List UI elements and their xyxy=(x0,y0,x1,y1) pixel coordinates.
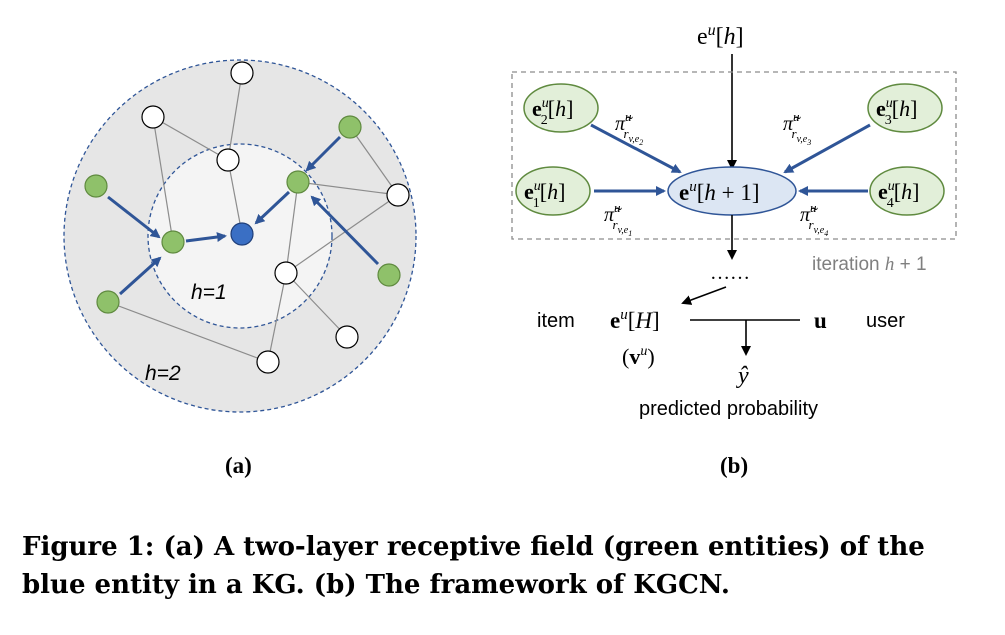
kg-edges xyxy=(107,72,399,363)
user-vector: u xyxy=(814,308,827,333)
h2-label: h=2 xyxy=(145,362,181,385)
blue-target-node xyxy=(230,222,254,246)
green-node xyxy=(377,263,401,287)
iteration-label: iteration h + 1 xyxy=(812,254,927,275)
panel-b: eu[h] iteration h + 1 eu 2[h] eu 1[h] eu 3[… xyxy=(511,22,957,478)
panel-a-label: (a) xyxy=(225,453,252,478)
green-node xyxy=(286,170,310,194)
center-node-label: eu[h + 1] xyxy=(679,179,760,205)
output-label: predicted probability xyxy=(639,398,818,420)
green-node xyxy=(96,290,120,314)
dots: …… xyxy=(710,262,750,284)
item-label: item xyxy=(537,310,575,332)
neighbor-node-e1 xyxy=(515,166,591,216)
item-vector: eu[H] xyxy=(610,307,660,333)
input-embedding-label: eu[h] xyxy=(697,22,744,50)
output-symbol: ŷ xyxy=(736,363,749,389)
white-node xyxy=(386,183,410,207)
panel-b-label: (b) xyxy=(720,453,748,478)
white-node xyxy=(274,261,298,285)
to-item-arrow xyxy=(681,286,727,305)
weight-e4: π̃u rv,e4 xyxy=(800,200,828,238)
iteration-box xyxy=(511,71,957,240)
h1-label: h=1 xyxy=(191,281,227,304)
green-node xyxy=(84,174,108,198)
white-node xyxy=(216,148,240,172)
neighbor-node-e3 xyxy=(867,83,943,133)
kg-nodes xyxy=(84,61,410,374)
user-label: user xyxy=(866,310,905,332)
neighbor-arrows xyxy=(590,123,871,196)
neighbor-node-e2 xyxy=(523,83,599,133)
neighbor-node-e4 xyxy=(869,166,945,216)
weight-e3: π̃u rv,e3 xyxy=(783,109,811,147)
weight-e1: π̃u rv,e1 xyxy=(604,200,632,238)
white-node xyxy=(230,61,254,85)
white-node xyxy=(256,350,280,374)
green-node xyxy=(338,115,362,139)
white-node xyxy=(141,105,165,129)
item-alias: (vu) xyxy=(622,344,655,369)
figure-caption: Figure 1: (a) A two-layer receptive fiel… xyxy=(22,532,925,600)
white-node xyxy=(335,325,359,349)
green-node xyxy=(161,230,185,254)
aggregation-arrows xyxy=(107,135,380,296)
panel-a: h=1 h=2 (a) xyxy=(63,59,417,478)
